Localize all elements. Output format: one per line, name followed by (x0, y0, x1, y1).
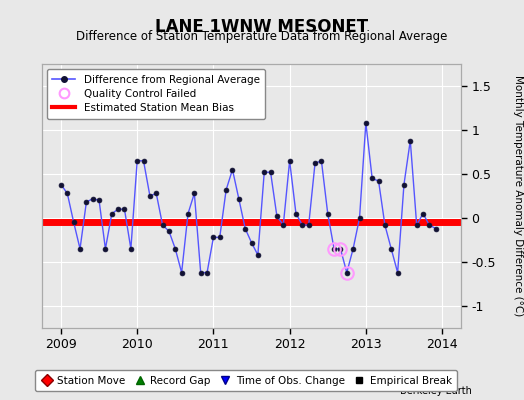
Y-axis label: Monthly Temperature Anomaly Difference (°C): Monthly Temperature Anomaly Difference (… (512, 75, 523, 317)
Legend: Station Move, Record Gap, Time of Obs. Change, Empirical Break: Station Move, Record Gap, Time of Obs. C… (35, 370, 457, 391)
Text: Difference of Station Temperature Data from Regional Average: Difference of Station Temperature Data f… (77, 30, 447, 43)
Legend: Difference from Regional Average, Quality Control Failed, Estimated Station Mean: Difference from Regional Average, Qualit… (47, 69, 265, 119)
Text: Berkeley Earth: Berkeley Earth (400, 386, 472, 396)
Text: LANE 1WNW MESONET: LANE 1WNW MESONET (156, 18, 368, 36)
